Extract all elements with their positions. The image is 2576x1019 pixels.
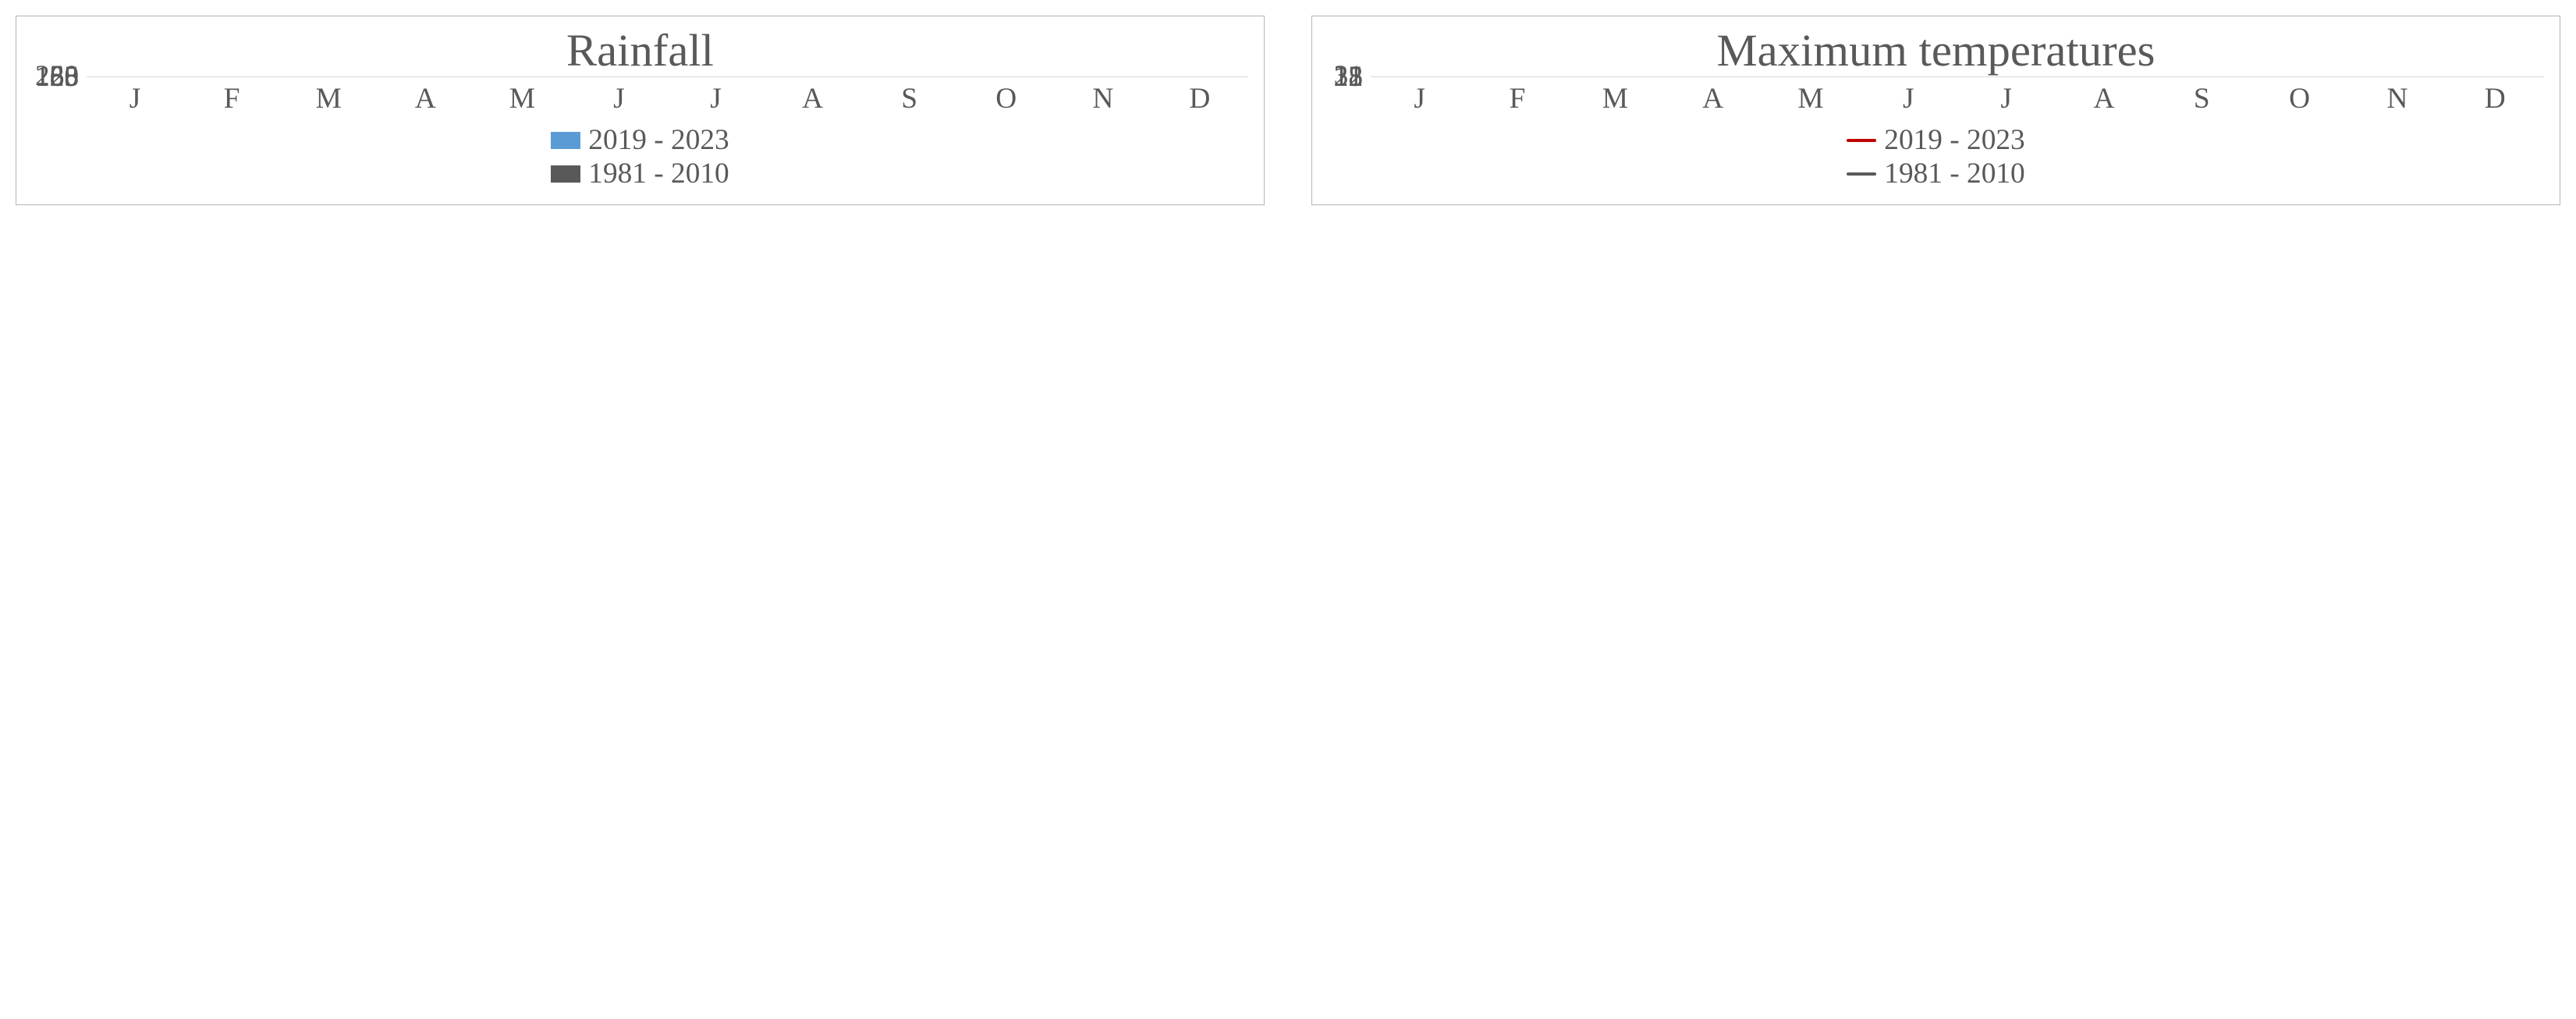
temperature-x-tick: A <box>2055 82 2152 115</box>
rainfall-x-tick: O <box>958 82 1055 115</box>
legend-swatch <box>551 165 580 183</box>
temperature-x-tick: M <box>1762 82 1859 115</box>
rainfall-x-tick: M <box>474 82 570 115</box>
rainfall-x-tick: F <box>183 82 280 115</box>
rainfall-x-tick: N <box>1055 82 1151 115</box>
rainfall-x-tick: A <box>765 82 861 115</box>
legend-row: 2019 - 2023 <box>551 123 729 157</box>
legend-row: 2019 - 2023 <box>1847 123 2024 157</box>
gridline <box>1371 76 2544 77</box>
temperature-x-axis: JFMAMJJASOND <box>1371 82 2544 115</box>
legend-label: 2019 - 2023 <box>1884 123 2024 157</box>
temperature-x-tick: N <box>2348 82 2446 115</box>
rainfall-chart: Rainfall 25018812563 JFMAMJJASOND 2019 -… <box>16 16 1265 205</box>
temperature-x-tick: J <box>1957 82 2055 115</box>
temperature-x-tick: S <box>2153 82 2251 115</box>
temperature-title: Maximum temperatures <box>1328 24 2544 76</box>
charts-row: Rainfall 25018812563 JFMAMJJASOND 2019 -… <box>16 16 2560 205</box>
temperature-legend: 2019 - 20231981 - 2010 <box>1328 123 2544 190</box>
legend-label: 1981 - 2010 <box>588 157 729 190</box>
rainfall-y-axis: 25018812563 <box>32 76 87 77</box>
temperature-x-tick: M <box>1567 82 1664 115</box>
rainfall-x-axis: JFMAMJJASOND <box>87 82 1248 115</box>
rainfall-x-tick: A <box>377 82 474 115</box>
legend-row: 1981 - 2010 <box>1847 157 2024 190</box>
rainfall-plot-area <box>87 76 1248 77</box>
temperature-x-tick: F <box>1468 82 1566 115</box>
rainfall-title: Rainfall <box>32 24 1248 76</box>
temperature-x-tick: A <box>1664 82 1762 115</box>
rainfall-x-tick: J <box>667 82 764 115</box>
rainfall-x-tick: S <box>861 82 958 115</box>
temperature-plot-area <box>1371 76 2544 77</box>
temperature-chart: Maximum temperatures 31251812 JFMAMJJASO… <box>1311 16 2560 205</box>
legend-label: 1981 - 2010 <box>1884 157 2024 190</box>
rainfall-x-tick: J <box>87 82 183 115</box>
rainfall-x-tick: M <box>280 82 377 115</box>
rainfall-y-tick: 63 <box>50 62 79 91</box>
legend-row: 1981 - 2010 <box>551 157 729 190</box>
rainfall-legend: 2019 - 20231981 - 2010 <box>32 123 1248 190</box>
temperature-x-tick: J <box>1860 82 1957 115</box>
temperature-y-tick: 12 <box>1334 62 1363 91</box>
legend-label: 2019 - 2023 <box>588 123 729 157</box>
temperature-x-tick: O <box>2251 82 2348 115</box>
legend-swatch <box>551 132 580 149</box>
legend-line-swatch <box>1847 172 1876 176</box>
temperature-x-tick: D <box>2446 82 2544 115</box>
rainfall-x-tick: D <box>1151 82 1248 115</box>
legend-line-swatch <box>1847 139 1876 142</box>
gridline <box>87 76 1248 77</box>
rainfall-x-tick: J <box>570 82 667 115</box>
temperature-x-tick: J <box>1371 82 1468 115</box>
temperature-y-axis: 31251812 <box>1328 76 1371 77</box>
